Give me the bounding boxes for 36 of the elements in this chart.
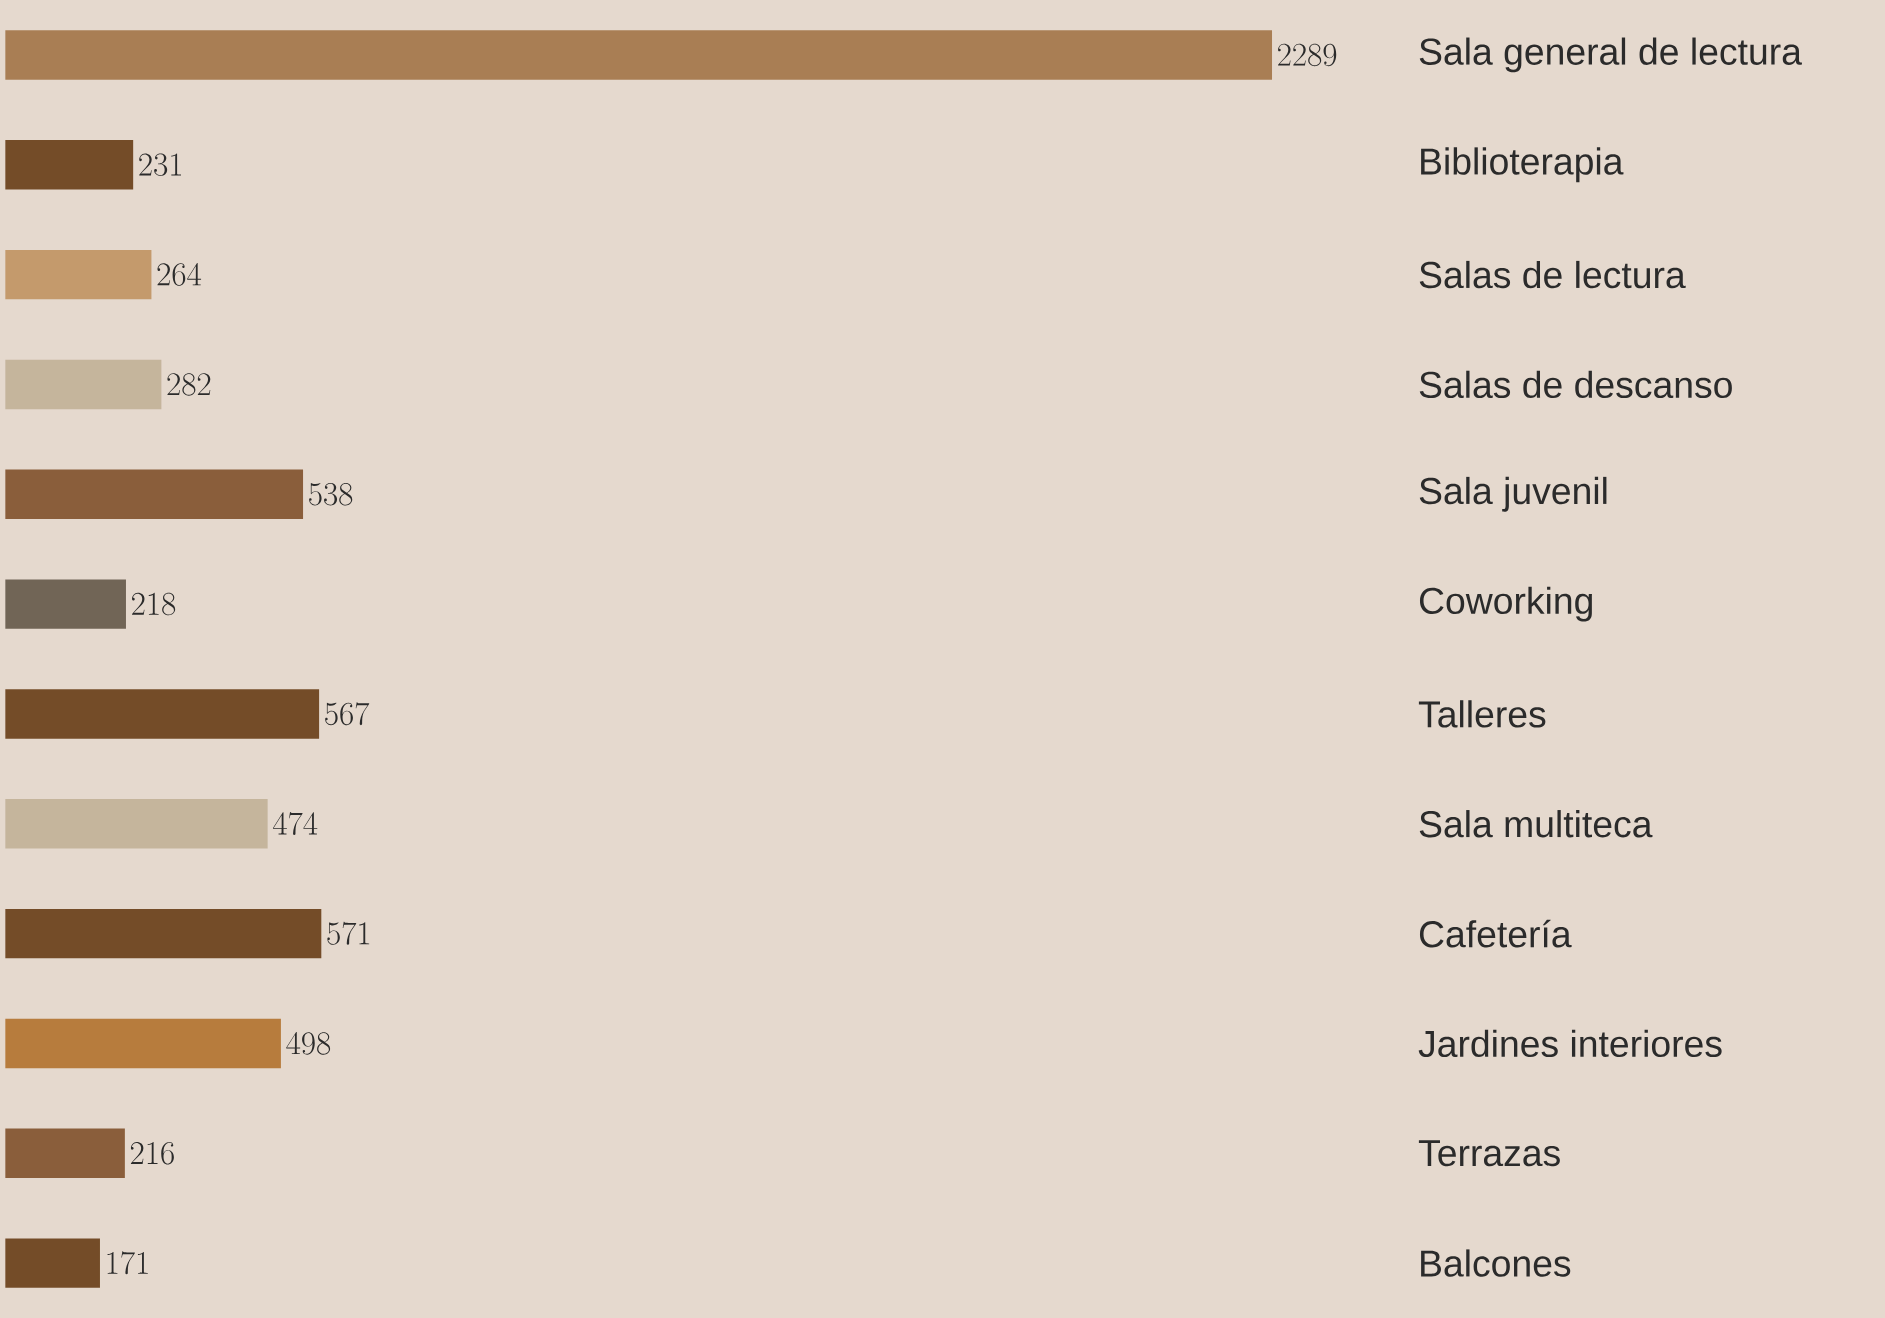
- data-label: 216: [130, 1142, 174, 1165]
- bar: [5, 1238, 100, 1288]
- data-label: 264: [157, 263, 202, 286]
- y-tick-label: Talleres: [1418, 700, 1546, 728]
- bar: [5, 359, 162, 410]
- y-tick-label: Salas de descanso: [1419, 370, 1732, 399]
- y-tick-label: Sala general de lectura: [1419, 37, 1802, 73]
- data-label: 171: [107, 1251, 148, 1275]
- bar: [5, 249, 152, 300]
- data-label: 571: [327, 921, 370, 945]
- bar: [5, 30, 1273, 80]
- bar: [5, 579, 126, 629]
- y-tick-label: Biblioterapia: [1421, 147, 1624, 183]
- y-tick-label: Terrazas: [1418, 1140, 1560, 1167]
- data-label: 218: [132, 592, 176, 616]
- data-label: 282: [167, 373, 211, 396]
- bar: [5, 689, 320, 739]
- bar: [5, 799, 268, 849]
- y-tick-label: Sala juvenil: [1419, 476, 1607, 512]
- data-label: 474: [273, 811, 318, 835]
- bar: [5, 469, 304, 519]
- data-label: 538: [309, 483, 353, 506]
- bar: [5, 1128, 125, 1178]
- y-tick-label: Jardines interiores: [1418, 1029, 1722, 1058]
- data-label: 231: [139, 153, 181, 176]
- data-label: 567: [325, 702, 370, 726]
- y-tick-label: Sala multiteca: [1419, 810, 1653, 838]
- y-tick-label: Cafetería: [1419, 919, 1572, 948]
- data-label: 498: [286, 1031, 331, 1055]
- y-tick-label: Salas de lectura: [1419, 260, 1686, 289]
- bar: [5, 140, 134, 190]
- y-tick-label: Balcones: [1421, 1249, 1571, 1277]
- data-label: 2289: [1278, 43, 1337, 67]
- y-tick-label: Coworking: [1419, 586, 1592, 622]
- bar: [5, 1018, 281, 1069]
- bar: [5, 908, 322, 959]
